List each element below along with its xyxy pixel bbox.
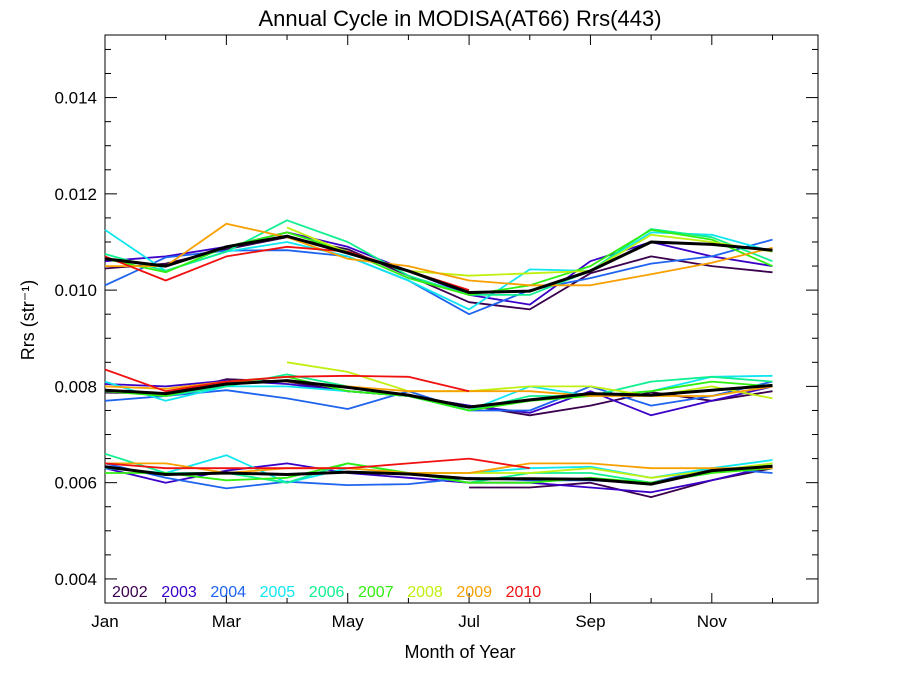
legend-entry-2010: 2010 bbox=[506, 584, 542, 601]
legend-entry-2009: 2009 bbox=[456, 584, 492, 601]
y-tick-label: 0.012 bbox=[54, 185, 97, 204]
series-line-upper-2009 bbox=[105, 222, 773, 287]
y-axis-label: Rrs (str⁻¹) bbox=[18, 280, 38, 360]
legend-entry-2006: 2006 bbox=[309, 584, 345, 601]
x-tick-label: Jan bbox=[91, 612, 118, 631]
plot-area: Jan Mar May Jul Sep Nov 0.004 0.006 0.008 0.010 0.… bbox=[54, 34, 819, 631]
plot-frame bbox=[104, 34, 819, 604]
series-line-upper-2006 bbox=[104, 219, 773, 296]
legend-entry-2005: 2005 bbox=[260, 584, 296, 601]
y-tick-label: 0.010 bbox=[54, 281, 97, 300]
mean-line-middle bbox=[104, 379, 773, 409]
legend-entry-2002: 2002 bbox=[112, 584, 148, 601]
y-tick-label: 0.008 bbox=[54, 377, 97, 396]
x-tick-label: Sep bbox=[575, 612, 605, 631]
x-tick-label: Nov bbox=[697, 612, 728, 631]
x-tick-label: Jul bbox=[458, 612, 480, 631]
mean-line-lower bbox=[104, 464, 773, 486]
x-tick-label: Mar bbox=[212, 612, 242, 631]
y-tick-label: 0.014 bbox=[54, 89, 97, 108]
series-line-middle-2008 bbox=[286, 361, 773, 400]
series-line-lower-2009 bbox=[105, 462, 773, 474]
x-axis-label: Month of Year bbox=[404, 642, 515, 662]
y-tick-label: 0.006 bbox=[54, 474, 97, 493]
legend-entry-2008: 2008 bbox=[407, 584, 443, 601]
y-tick-label: 0.004 bbox=[54, 570, 97, 589]
chart-title: Annual Cycle in MODISA(AT66) Rrs(443) bbox=[258, 6, 661, 31]
mean-line-upper bbox=[104, 234, 773, 294]
legend-entry-2003: 2003 bbox=[161, 584, 197, 601]
series-line-lower-2010 bbox=[104, 457, 530, 470]
legend-entry-2004: 2004 bbox=[210, 584, 246, 601]
series-line-middle-2010 bbox=[104, 368, 470, 393]
legend-entry-2007: 2007 bbox=[358, 584, 394, 601]
x-tick-label: May bbox=[332, 612, 365, 631]
